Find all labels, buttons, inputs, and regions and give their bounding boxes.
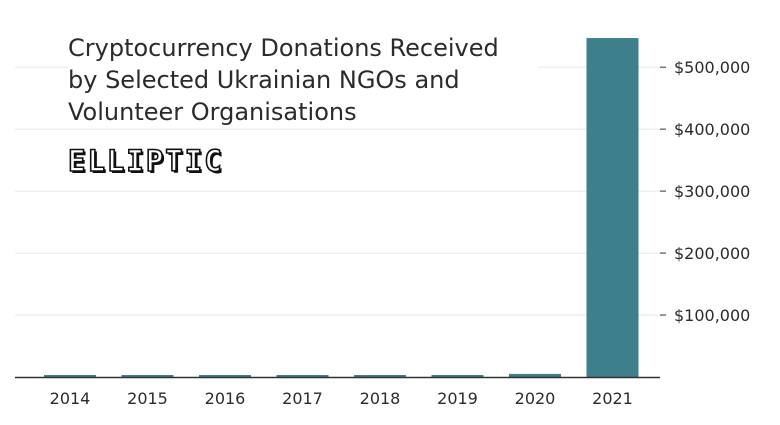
y-tick-label: $400,000 bbox=[674, 120, 750, 139]
chart-title-line-3: Volunteer Organisations bbox=[68, 98, 357, 126]
x-axis-ticks: 2014 2015 2016 2017 2018 2019 2020 2021 bbox=[50, 389, 633, 408]
bar-2018 bbox=[354, 375, 406, 377]
chart-title-line-1: Cryptocurrency Donations Received bbox=[68, 34, 499, 62]
x-tick-label: 2020 bbox=[515, 389, 556, 408]
x-tick-label: 2021 bbox=[592, 389, 633, 408]
x-tick-label: 2018 bbox=[360, 389, 401, 408]
y-tick-label: $100,000 bbox=[674, 306, 750, 325]
elliptic-logo: ELLIPTIC bbox=[67, 143, 224, 179]
bar-2016 bbox=[199, 375, 251, 377]
bar-2015 bbox=[121, 375, 174, 377]
y-tick-label: $200,000 bbox=[674, 244, 750, 263]
bars bbox=[44, 38, 639, 377]
bar-2021 bbox=[586, 38, 639, 377]
chart-title-line-2: by Selected Ukrainian NGOs and bbox=[68, 66, 460, 94]
bar-2019 bbox=[431, 375, 484, 377]
bar-2017 bbox=[276, 375, 329, 377]
x-tick-label: 2016 bbox=[205, 389, 246, 408]
x-tick-label: 2019 bbox=[437, 389, 478, 408]
x-tick-label: 2015 bbox=[127, 389, 168, 408]
y-axis-ticks: $100,000 $200,000 $300,000 $400,000 $500,000 bbox=[660, 58, 750, 325]
x-tick-label: 2017 bbox=[282, 389, 323, 408]
y-tick-label: $300,000 bbox=[674, 182, 750, 201]
bar-2014 bbox=[44, 375, 96, 377]
chart-title: Cryptocurrency Donations Received by Sel… bbox=[68, 32, 538, 128]
y-tick-label: $500,000 bbox=[674, 58, 750, 77]
x-tick-label: 2014 bbox=[50, 389, 91, 408]
bar-2020 bbox=[509, 373, 561, 377]
